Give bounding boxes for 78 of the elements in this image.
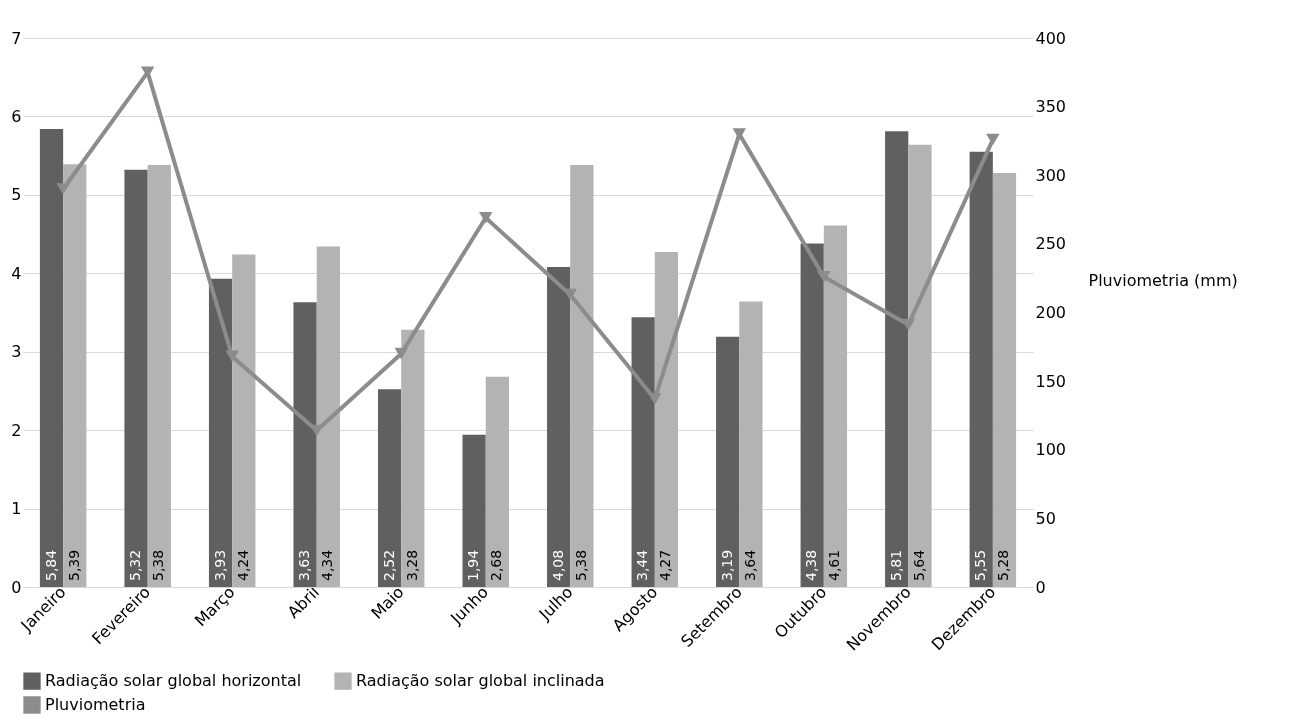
legend-label: Radiação solar global horizontal <box>45 671 302 691</box>
data-label: 5,39 <box>65 549 82 581</box>
bar <box>631 317 655 587</box>
y-tick-label: 6 <box>11 106 22 126</box>
point <box>225 350 239 363</box>
bar <box>124 169 148 587</box>
y2-tick-label: 0 <box>1035 577 1046 597</box>
data-label: 2,68 <box>488 549 505 581</box>
y-tick-label: 3 <box>11 342 22 362</box>
y2-tick-label: 100 <box>1035 440 1067 460</box>
bar <box>823 225 848 587</box>
point <box>986 133 1000 146</box>
bar <box>147 165 171 587</box>
y2-axis-title: Pluviometria (mm) <box>1088 270 1238 290</box>
bar <box>885 131 909 587</box>
point <box>648 393 662 405</box>
y-tick-label: 7 <box>11 28 22 48</box>
y2-tick-label: 200 <box>1035 303 1067 322</box>
data-label: 5,64 <box>910 549 927 581</box>
data-label: 4,61 <box>826 549 843 581</box>
y-tick-label: 4 <box>11 263 22 283</box>
y-tick-label: 5 <box>11 185 22 205</box>
bar <box>39 128 64 587</box>
data-label: 5,81 <box>887 549 904 581</box>
data-label: 3,28 <box>403 549 420 581</box>
data-label: 2,52 <box>380 549 397 581</box>
bar <box>316 246 340 587</box>
point <box>394 347 408 360</box>
point <box>817 271 831 283</box>
bar <box>547 267 571 587</box>
bar <box>992 172 1017 587</box>
bar <box>969 151 993 587</box>
point <box>901 319 916 331</box>
bar <box>654 252 679 587</box>
data-label: 5,55 <box>972 549 989 581</box>
point <box>479 211 493 224</box>
data-label: 5,28 <box>995 549 1012 581</box>
y2-tick-label: 50 <box>1035 508 1056 528</box>
bar <box>63 164 87 587</box>
bar <box>908 144 932 587</box>
bar <box>232 254 256 587</box>
point <box>56 183 70 195</box>
data-label: 4,24 <box>234 549 251 581</box>
bar <box>208 278 233 587</box>
legend-label: Pluviometria <box>45 695 146 714</box>
y2-tick-label: 300 <box>1035 165 1067 185</box>
y-tick-label: 0 <box>11 577 22 597</box>
bar <box>570 165 594 587</box>
y2-tick-label: 150 <box>1035 371 1067 391</box>
point <box>732 128 747 140</box>
bar <box>485 376 509 587</box>
data-label: 5,32 <box>127 549 144 581</box>
bar <box>462 434 486 587</box>
data-label: 5,84 <box>42 549 59 581</box>
y2-tick-label: 400 <box>1035 28 1067 48</box>
y-tick-label: 2 <box>11 420 22 440</box>
data-label: 4,27 <box>657 549 674 581</box>
bar <box>377 389 402 587</box>
data-label: 3,63 <box>296 549 313 581</box>
y-tick-label: 1 <box>11 499 22 519</box>
data-label: 5,38 <box>150 549 167 581</box>
bar <box>739 301 763 587</box>
data-label: 3,44 <box>634 549 651 581</box>
data-label: 4,38 <box>803 549 820 581</box>
data-label: 4,34 <box>319 549 336 581</box>
y2-tick-label: 250 <box>1035 234 1067 254</box>
bar <box>293 302 317 587</box>
data-label: 4,08 <box>549 549 566 581</box>
bar <box>401 329 425 587</box>
y2-tick-label: 350 <box>1035 97 1067 117</box>
data-label: 3,64 <box>741 549 758 581</box>
data-label: 3,93 <box>211 549 228 581</box>
data-label: 3,19 <box>718 549 735 581</box>
data-label: 1,94 <box>465 549 482 581</box>
bar <box>800 243 824 587</box>
data-label: 5,38 <box>572 549 589 581</box>
legend-label: Radiação solar global inclinada <box>356 671 605 691</box>
bar <box>716 336 740 587</box>
